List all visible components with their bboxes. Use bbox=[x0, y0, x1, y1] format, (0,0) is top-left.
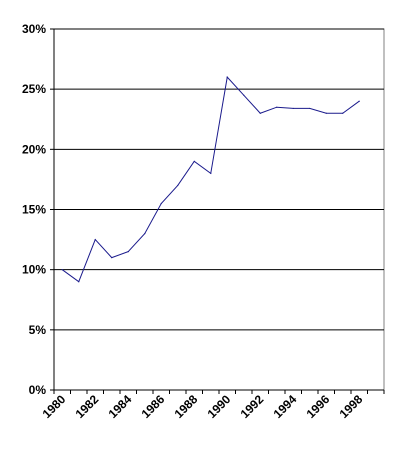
data-point bbox=[127, 251, 129, 253]
y-tick-label: 5% bbox=[29, 323, 47, 337]
x-axis-ticks: 1980 1982 1984 1986 1988 1990 1992 1994 1996 1998 bbox=[40, 390, 385, 421]
x-tick-label: 1996 bbox=[304, 392, 333, 421]
x-tick-label: 1994 bbox=[271, 392, 300, 421]
x-tick-label: 1998 bbox=[337, 392, 366, 421]
x-tick-label: 1982 bbox=[73, 392, 102, 421]
data-point bbox=[210, 172, 212, 174]
data-point bbox=[292, 107, 294, 110]
y-tick-label: 20% bbox=[22, 142, 46, 156]
data-point bbox=[226, 76, 228, 78]
data-point bbox=[259, 112, 261, 114]
data-point bbox=[358, 100, 360, 102]
y-axis-ticks: 0% 5% 10% 15% 20% 25% 30% bbox=[22, 22, 54, 397]
x-tick-label: 1990 bbox=[205, 392, 234, 421]
data-point bbox=[61, 269, 63, 271]
y-tick-label: 15% bbox=[22, 203, 46, 217]
data-point bbox=[177, 184, 179, 187]
x-tick-label: 1984 bbox=[106, 392, 135, 421]
data-point bbox=[193, 160, 195, 162]
data-point bbox=[325, 112, 327, 114]
data-point bbox=[342, 112, 344, 114]
data-point bbox=[111, 257, 113, 259]
y-tick-label: 10% bbox=[22, 263, 46, 277]
y-tick-label: 25% bbox=[22, 82, 46, 96]
x-tick-label: 1988 bbox=[172, 392, 201, 421]
data-point bbox=[94, 238, 96, 241]
x-tick-label: 1992 bbox=[238, 392, 267, 421]
y-tick-label: 30% bbox=[22, 22, 46, 36]
data-point bbox=[243, 94, 245, 96]
data-point bbox=[309, 107, 311, 110]
series bbox=[61, 76, 360, 283]
data-point bbox=[78, 281, 80, 283]
data-point bbox=[160, 202, 162, 205]
x-tick-label: 1986 bbox=[139, 392, 168, 421]
data-point bbox=[144, 232, 146, 235]
gridlines bbox=[54, 28, 384, 331]
data-point bbox=[276, 106, 278, 108]
y-tick-label: 0% bbox=[29, 383, 47, 397]
